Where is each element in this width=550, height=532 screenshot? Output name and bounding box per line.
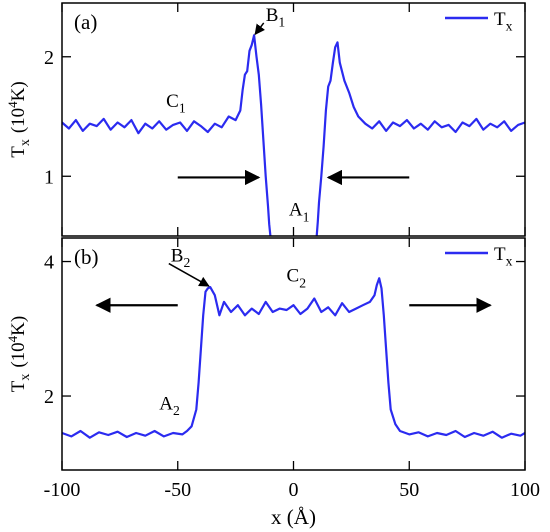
x-tick-label: 0 bbox=[289, 479, 299, 501]
y-tick-label: 2 bbox=[44, 47, 54, 69]
annotation-c2: C2 bbox=[287, 266, 307, 291]
panel-label: (b) bbox=[74, 245, 99, 269]
x-axis-label: x (Å) bbox=[271, 505, 316, 529]
annotation-a1: A1 bbox=[289, 200, 310, 225]
series-line-tx bbox=[62, 277, 525, 439]
annotation-b1: B1 bbox=[266, 5, 286, 30]
x-tick-label: -100 bbox=[44, 479, 81, 501]
panel-a: 1 2 Tx(104K) (a) Tx B1 C1 A1 bbox=[5, 2, 526, 237]
legend: Tx bbox=[445, 9, 513, 34]
annotation-c1: C1 bbox=[166, 91, 186, 116]
x-tick-label: 50 bbox=[399, 479, 419, 501]
y-tick-label: 2 bbox=[44, 386, 54, 408]
y-axis-label: Tx(104K) bbox=[5, 316, 33, 393]
x-tick-label: -50 bbox=[164, 479, 191, 501]
annotation-pointer-arrow bbox=[168, 262, 210, 287]
panel-b: 2 4 -100 -50 0 50 100 x (Å) Tx(104K) (b) Tx B2 C2 A2 bbox=[5, 237, 540, 529]
annotation-pointer-arrow bbox=[254, 22, 266, 36]
series-line-tx bbox=[62, 34, 525, 236]
annotation-a2: A2 bbox=[159, 393, 180, 418]
y-tick-label: 4 bbox=[44, 252, 54, 274]
legend-label: Tx bbox=[494, 9, 513, 34]
y-tick-label: 1 bbox=[44, 166, 54, 188]
annotation-b2: B2 bbox=[171, 246, 191, 271]
panel-label: (a) bbox=[74, 10, 97, 34]
legend-label: Tx bbox=[494, 244, 513, 269]
legend: Tx bbox=[445, 244, 513, 269]
y-axis-label: Tx(104K) bbox=[5, 81, 33, 158]
x-tick-label: 100 bbox=[510, 479, 540, 501]
